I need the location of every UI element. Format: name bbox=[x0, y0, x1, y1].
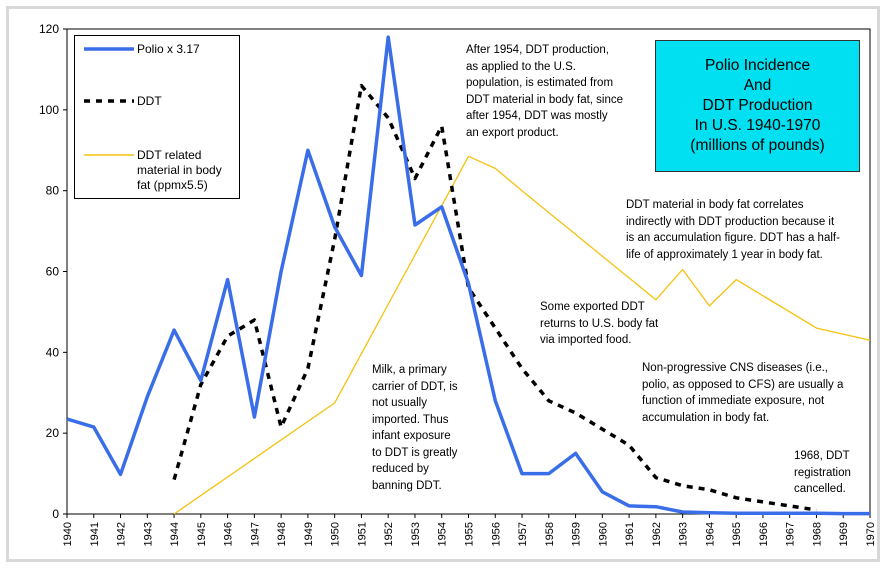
x-tick-label: 1960 bbox=[597, 522, 609, 546]
x-tick-label: 1948 bbox=[276, 522, 288, 546]
legend-label-body-fat: DDT related material in body fat (ppmx5.… bbox=[137, 148, 222, 192]
x-tick-label: 1950 bbox=[330, 522, 342, 546]
x-tick-label: 1949 bbox=[303, 522, 315, 546]
y-tick-label: 80 bbox=[46, 184, 60, 198]
x-tick-label: 1944 bbox=[169, 522, 181, 546]
axes: 0 20 40 60 80 100 120 1940 1941 1942 1943 1944 1945 1… bbox=[39, 22, 877, 546]
x-tick-label: 1940 bbox=[62, 522, 74, 546]
legend-swatch-body-fat bbox=[84, 154, 134, 156]
y-tick-label: 120 bbox=[39, 22, 59, 36]
chart-title: Polio Incidence And DDT Production In U.… bbox=[690, 57, 825, 154]
y-tick-label: 20 bbox=[46, 426, 60, 440]
x-tick-label: 1969 bbox=[838, 522, 850, 546]
x-tick-label: 1964 bbox=[704, 522, 716, 546]
x-tick-label: 1953 bbox=[410, 522, 422, 546]
x-tick-label: 1966 bbox=[758, 522, 770, 546]
x-tick-label: 1954 bbox=[437, 522, 449, 546]
legend-label-polio: Polio x 3.17 bbox=[137, 42, 200, 56]
x-tick-label: 1952 bbox=[383, 522, 395, 546]
x-tick-label: 1955 bbox=[464, 522, 476, 546]
x-tick-label: 1963 bbox=[678, 522, 690, 546]
x-tick-label: 1942 bbox=[116, 522, 128, 546]
series-layer bbox=[66, 35, 871, 516]
x-tick-label: 1962 bbox=[651, 522, 663, 546]
annotation-after-1954: After 1954, DDT production, as applied t… bbox=[466, 44, 624, 139]
chart-frame bbox=[6, 6, 880, 562]
legend-swatch-polio bbox=[84, 47, 134, 51]
x-tick-label: 1958 bbox=[544, 522, 556, 546]
x-tick-label: 1968 bbox=[811, 522, 823, 546]
annotation-1968-registration: 1968, DDT registration cancelled. bbox=[794, 450, 851, 495]
annotation-exported-ddt: Some exported DDT returns to U.S. body f… bbox=[540, 301, 659, 346]
legend: Polio x 3.17 DDT DDT related material in… bbox=[74, 35, 240, 199]
y-tick-label: 0 bbox=[52, 507, 59, 521]
legend-swatch-ddt bbox=[84, 99, 134, 103]
x-tick-label: 1957 bbox=[517, 522, 529, 546]
series-polio bbox=[66, 35, 870, 516]
annotation-milk: Milk, a primary carrier of DDT, is not u… bbox=[372, 364, 458, 492]
x-tick-label: 1959 bbox=[571, 522, 583, 546]
x-tick-label: 1941 bbox=[89, 522, 101, 546]
x-tick-label: 1965 bbox=[731, 522, 743, 546]
x-tick-label: 1970 bbox=[865, 522, 877, 546]
x-tick-label: 1945 bbox=[196, 522, 208, 546]
annotation-cns-diseases: Non-progressive CNS diseases (i.e., poli… bbox=[642, 362, 844, 424]
y-tick-label: 60 bbox=[46, 265, 60, 279]
chart-title-box: Polio Incidence And DDT Production In U.… bbox=[655, 40, 860, 172]
x-tick-label: 1956 bbox=[490, 522, 502, 546]
y-tick-label: 100 bbox=[39, 103, 59, 117]
x-tick-label: 1951 bbox=[356, 522, 368, 546]
series-body-fat bbox=[173, 155, 871, 515]
annotation-body-fat-correlation: DDT material in body fat correlates indi… bbox=[626, 199, 840, 261]
x-tick-label: 1967 bbox=[785, 522, 797, 546]
x-tick-label: 1961 bbox=[624, 522, 636, 546]
y-tick-label: 40 bbox=[46, 345, 60, 359]
x-tick-label: 1943 bbox=[142, 522, 154, 546]
x-tick-label: 1947 bbox=[249, 522, 261, 546]
x-tick-label: 1946 bbox=[223, 522, 235, 546]
legend-label-ddt: DDT bbox=[137, 94, 162, 108]
